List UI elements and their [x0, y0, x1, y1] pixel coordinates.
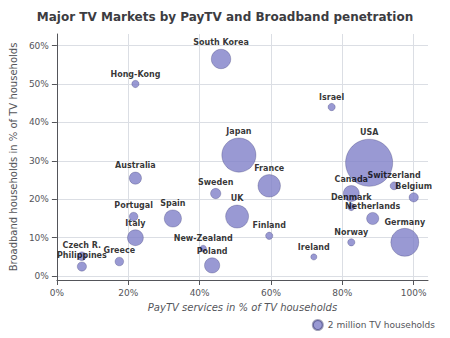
svg-text:UK: UK: [231, 194, 244, 203]
svg-text:Ireland: Ireland: [298, 243, 330, 252]
svg-text:USA: USA: [360, 128, 379, 137]
svg-text:Netherlands: Netherlands: [345, 202, 401, 211]
svg-text:20%: 20%: [29, 194, 49, 204]
svg-text:Poland: Poland: [197, 247, 228, 256]
svg-text:Spain: Spain: [160, 199, 186, 208]
svg-text:Israel: Israel: [319, 93, 345, 102]
svg-text:Australia: Australia: [115, 161, 156, 170]
svg-text:New-Zealand: New-Zealand: [174, 234, 233, 243]
svg-text:60%: 60%: [29, 41, 49, 51]
svg-text:40%: 40%: [29, 117, 49, 127]
svg-text:Denmark: Denmark: [331, 193, 372, 202]
svg-text:Major TV Markets by PayTV and: Major TV Markets by PayTV and Broadband …: [37, 10, 413, 24]
svg-text:Germany: Germany: [385, 218, 426, 227]
svg-text:0%: 0%: [35, 271, 50, 281]
svg-text:Czech R.: Czech R.: [63, 241, 102, 250]
svg-text:Belgium: Belgium: [395, 182, 432, 191]
svg-text:30%: 30%: [29, 156, 49, 166]
svg-text:South Korea: South Korea: [193, 38, 249, 47]
svg-text:10%: 10%: [29, 233, 49, 243]
svg-text:Switzerland: Switzerland: [367, 171, 421, 180]
svg-text:Norway: Norway: [334, 228, 369, 237]
svg-text:France: France: [254, 164, 285, 173]
svg-text:0%: 0%: [50, 288, 65, 298]
svg-text:20%: 20%: [118, 288, 138, 298]
svg-text:Finland: Finland: [252, 221, 286, 230]
svg-text:Greece: Greece: [104, 246, 136, 255]
svg-text:40%: 40%: [190, 288, 210, 298]
svg-text:Hong-Kong: Hong-Kong: [110, 70, 160, 79]
svg-text:Italy: Italy: [125, 219, 146, 228]
svg-text:50%: 50%: [29, 79, 49, 89]
svg-text:Broadband households in % of T: Broadband households in % of TV househol…: [8, 43, 19, 272]
svg-text:2 million TV households: 2 million TV households: [328, 320, 436, 330]
svg-text:60%: 60%: [261, 288, 281, 298]
svg-text:Canada: Canada: [335, 175, 369, 184]
svg-text:100%: 100%: [401, 288, 427, 298]
svg-text:Sweden: Sweden: [198, 178, 234, 187]
svg-text:Portugal: Portugal: [114, 201, 153, 210]
svg-text:PayTV services in % of TV hous: PayTV services in % of TV households: [148, 302, 337, 313]
svg-text:Philippines: Philippines: [57, 251, 107, 260]
svg-text:Japan: Japan: [225, 127, 252, 136]
svg-text:80%: 80%: [332, 288, 352, 298]
